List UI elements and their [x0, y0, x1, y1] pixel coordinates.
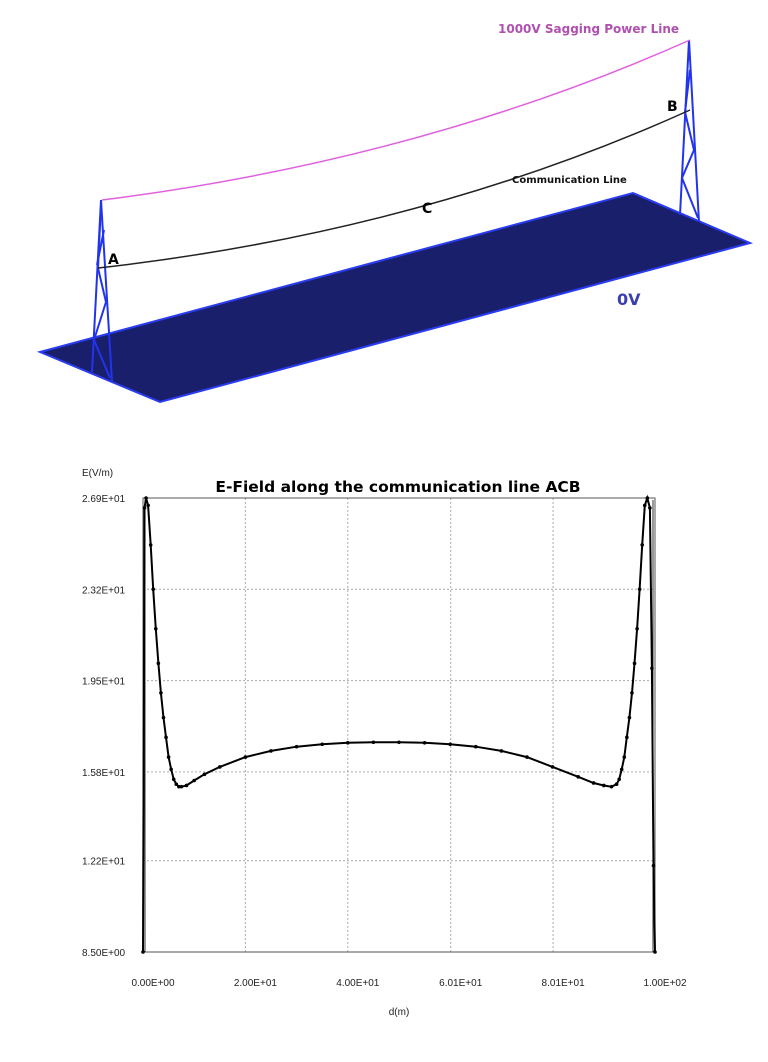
power-line-label: 1000V Sagging Power Line [498, 22, 679, 36]
y-tick-label: 2.69E+01 [82, 494, 126, 505]
grid-lines [143, 498, 655, 952]
ground-plane [36, 191, 754, 404]
y-tick-label: 8.50E+00 [82, 948, 126, 959]
left-tower [91, 199, 113, 383]
data-point-markers [141, 496, 657, 954]
x-tick-label: 4.00E+01 [336, 978, 380, 989]
x-tick-label: 2.00E+01 [234, 978, 278, 989]
y-axis-ticks: 2.69E+01 2.32E+01 1.95E+01 1.58E+01 1.22E+01… [82, 494, 126, 959]
ground-voltage-label: 0V [617, 290, 641, 309]
x-axis-label: d(m) [389, 1007, 410, 1018]
efield-chart: E(V/m) E-Field along the communication l… [82, 468, 687, 1018]
x-tick-label: 6.01E+01 [439, 978, 483, 989]
point-a-label: A [108, 252, 119, 268]
y-tick-label: 1.58E+01 [82, 768, 126, 779]
edge-artifacts [144, 500, 654, 952]
chart-title: E-Field along the communication line ACB [215, 478, 580, 496]
point-c-label: C [422, 201, 432, 217]
power-line-scene: 1000V Sagging Power Line Communication L… [36, 22, 754, 404]
communication-line [97, 109, 691, 269]
x-tick-label: 0.00E+00 [131, 978, 175, 989]
x-axis-ticks: 0.00E+00 2.00E+01 4.00E+01 6.01E+01 8.01E+01… [131, 978, 687, 989]
point-b-label: B [667, 99, 678, 115]
x-tick-label: 1.00E+02 [643, 978, 687, 989]
y-tick-label: 1.22E+01 [82, 857, 126, 868]
power-line [101, 39, 691, 201]
communication-line-label: Communication Line [512, 175, 627, 186]
y-tick-label: 1.95E+01 [82, 677, 126, 688]
efield-curve [142, 494, 656, 953]
y-tick-label: 2.32E+01 [82, 585, 126, 596]
x-tick-label: 8.01E+01 [542, 978, 586, 989]
plot-frame [142, 497, 656, 953]
y-axis-label: E(V/m) [82, 468, 113, 479]
right-tower [679, 39, 700, 223]
